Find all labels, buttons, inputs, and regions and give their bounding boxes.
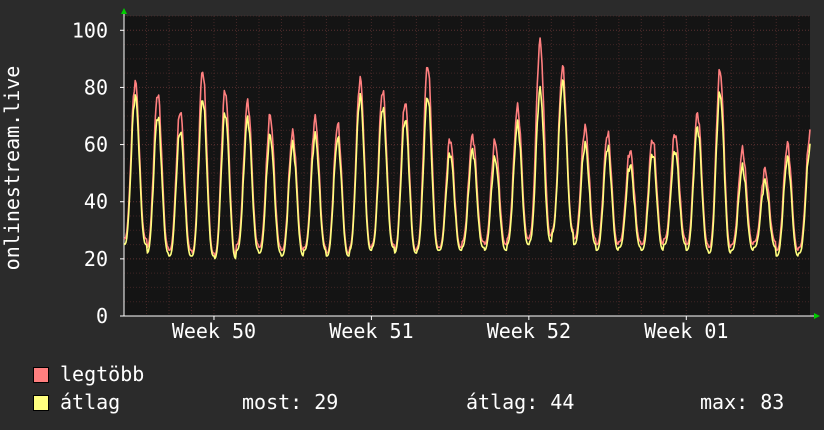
y-axis-label: onlinestream.live xyxy=(0,66,24,271)
y-tick-label: 80 xyxy=(84,75,108,99)
y-axis: 0 20 40 60 80 100 xyxy=(72,8,127,328)
x-tick-label: Week 51 xyxy=(329,319,413,343)
x-axis-arrow xyxy=(814,313,820,319)
y-tick-label: 40 xyxy=(84,190,108,214)
series-line-avg xyxy=(123,79,811,260)
legend-label-max: legtöbb xyxy=(60,362,145,386)
stat-now: most: 29 xyxy=(242,390,339,414)
y-tick-label: 60 xyxy=(84,133,108,157)
x-tick-label: Week 01 xyxy=(644,319,728,343)
stat-max: max: 83 xyxy=(700,390,785,414)
plot-area xyxy=(124,16,810,316)
y-tick-label: 20 xyxy=(84,247,108,271)
x-tick-label: Week 50 xyxy=(172,319,256,343)
y-axis-arrow xyxy=(121,8,127,14)
y-tick-label: 0 xyxy=(96,304,108,328)
legend-label-avg: átlag xyxy=(60,390,121,414)
x-axis: Week 50 Week 51 Week 52 Week 01 xyxy=(124,313,820,343)
series-layer xyxy=(123,37,811,260)
chart: 0 20 40 60 80 100 Week 50 Week 51 Week 52 Week 0… xyxy=(0,8,820,343)
stat-average: átlag: 44 xyxy=(466,390,575,414)
y-tick-label: 100 xyxy=(72,18,108,42)
x-tick-label: Week 52 xyxy=(487,319,571,343)
legend-swatch-max xyxy=(33,367,49,383)
legend-swatch-avg xyxy=(33,395,49,411)
